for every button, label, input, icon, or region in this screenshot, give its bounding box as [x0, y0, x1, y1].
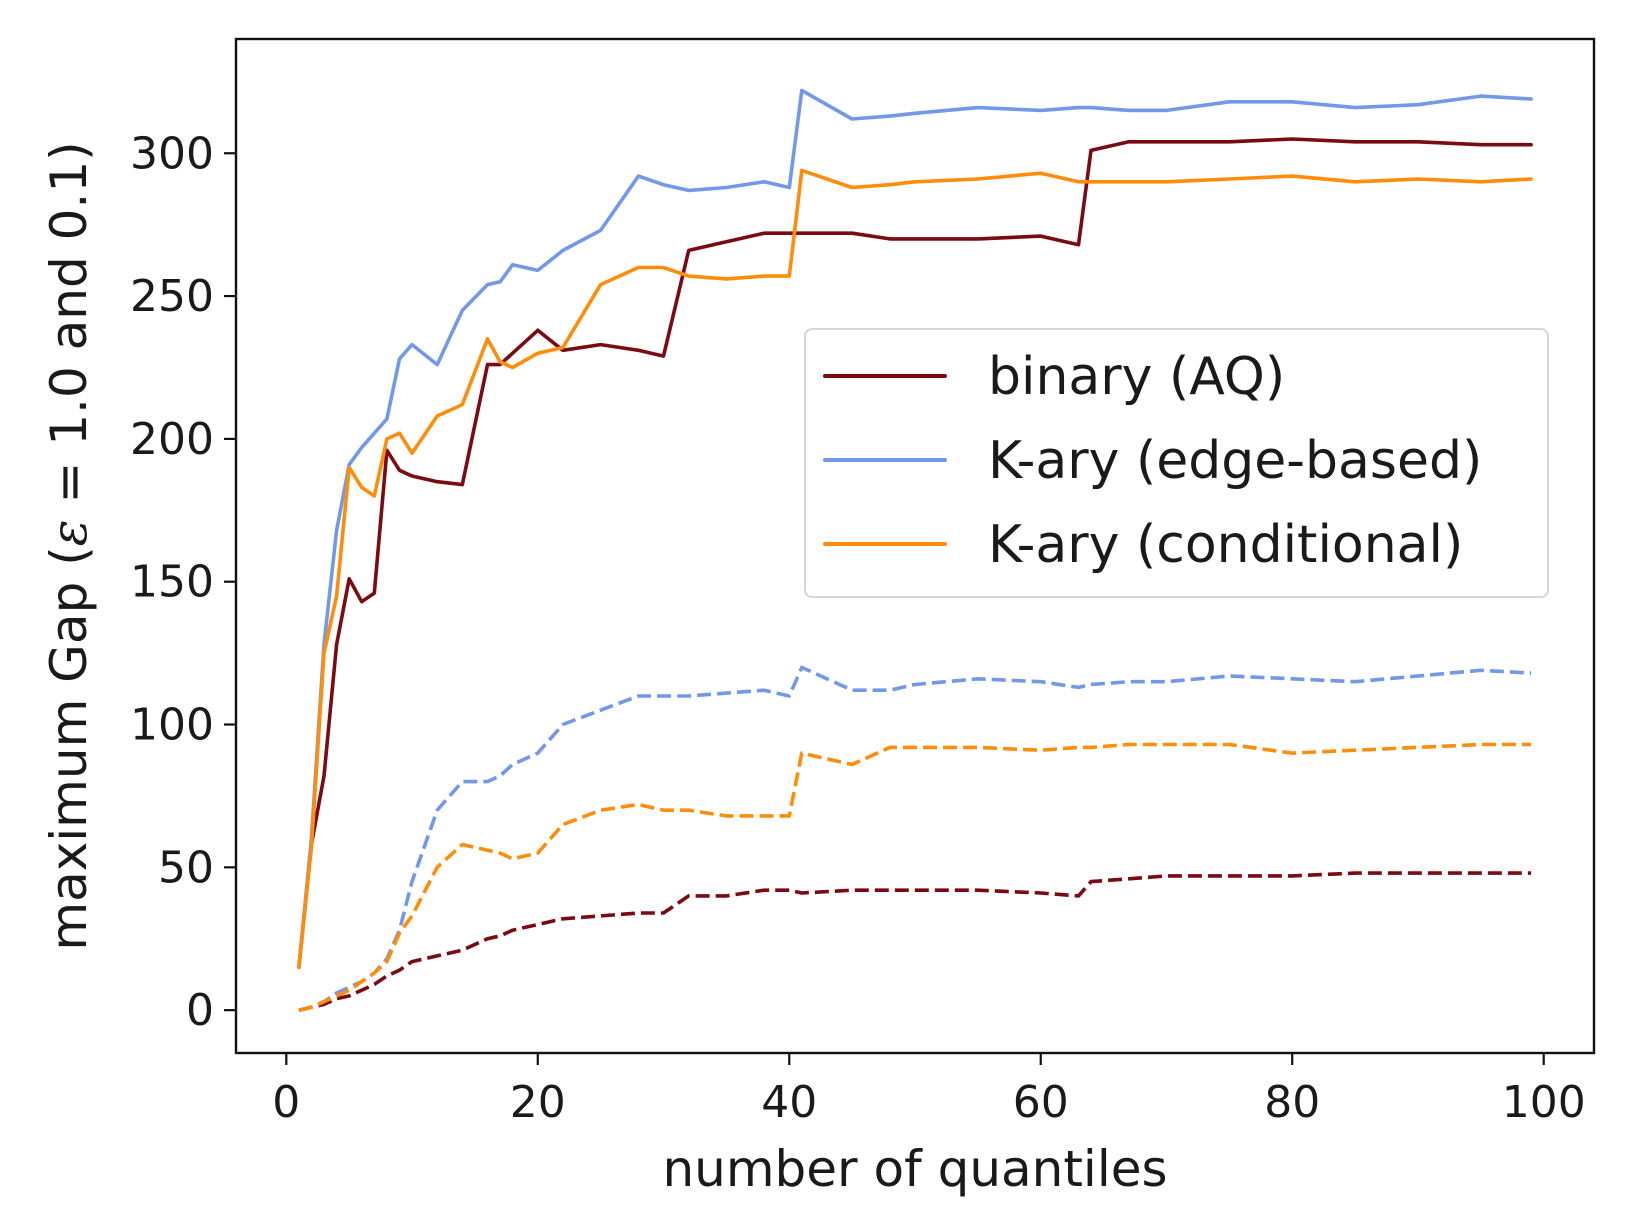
- y-axis-label: maximum Gap (ε = 1.0 and 0.1): [40, 141, 98, 950]
- series-line-k-ary-edge-based-solid: [297, 88, 1533, 970]
- y-tick-label: 300: [130, 128, 214, 179]
- legend-entries: binary (AQ) K-ary (edge-based) K-ary (cond…: [823, 347, 1482, 575]
- x-tick-label: 60: [1013, 1077, 1069, 1128]
- series-line-k-ary-conditional-solid: [297, 168, 1533, 970]
- y-axis-label-epsilon: ε: [40, 519, 98, 546]
- x-tick-label: 0: [272, 1077, 300, 1128]
- legend-label: K-ary (conditional): [988, 515, 1463, 575]
- x-tick-label: 100: [1502, 1077, 1586, 1128]
- series-layer: [297, 88, 1533, 1012]
- y-tick-label: 100: [130, 700, 214, 751]
- y-axis-label-suffix: = 1.0 and 0.1): [40, 141, 98, 519]
- legend-label: K-ary (edge-based): [988, 431, 1482, 491]
- y-tick-label: 200: [130, 414, 214, 465]
- y-tick-label: 150: [130, 557, 214, 608]
- y-axis-label-prefix: maximum Gap (: [40, 546, 98, 950]
- x-tick-label: 20: [510, 1077, 566, 1128]
- x-axis-label: number of quantiles: [662, 1140, 1167, 1198]
- legend-label: binary (AQ): [988, 347, 1285, 407]
- series-line-binary-aq-solid: [297, 137, 1533, 970]
- legend: binary (AQ) K-ary (edge-based) K-ary (cond…: [804, 328, 1549, 598]
- series-line-binary-aq-dashed: [298, 871, 1532, 1012]
- plot-frame: [234, 37, 1596, 1055]
- y-tick-label: 0: [186, 985, 214, 1036]
- y-axis: 0 50 100 150 200 250 300: [130, 128, 236, 1036]
- legend-box: [804, 328, 1549, 598]
- x-tick-label: 40: [761, 1077, 817, 1128]
- series-line-k-ary-conditional-dashed: [298, 742, 1532, 1012]
- x-axis: 0 20 40 60 80 100: [272, 1053, 1586, 1128]
- x-tick-label: 80: [1264, 1077, 1320, 1128]
- y-tick-label: 250: [130, 271, 214, 322]
- y-tick-label: 50: [158, 842, 214, 893]
